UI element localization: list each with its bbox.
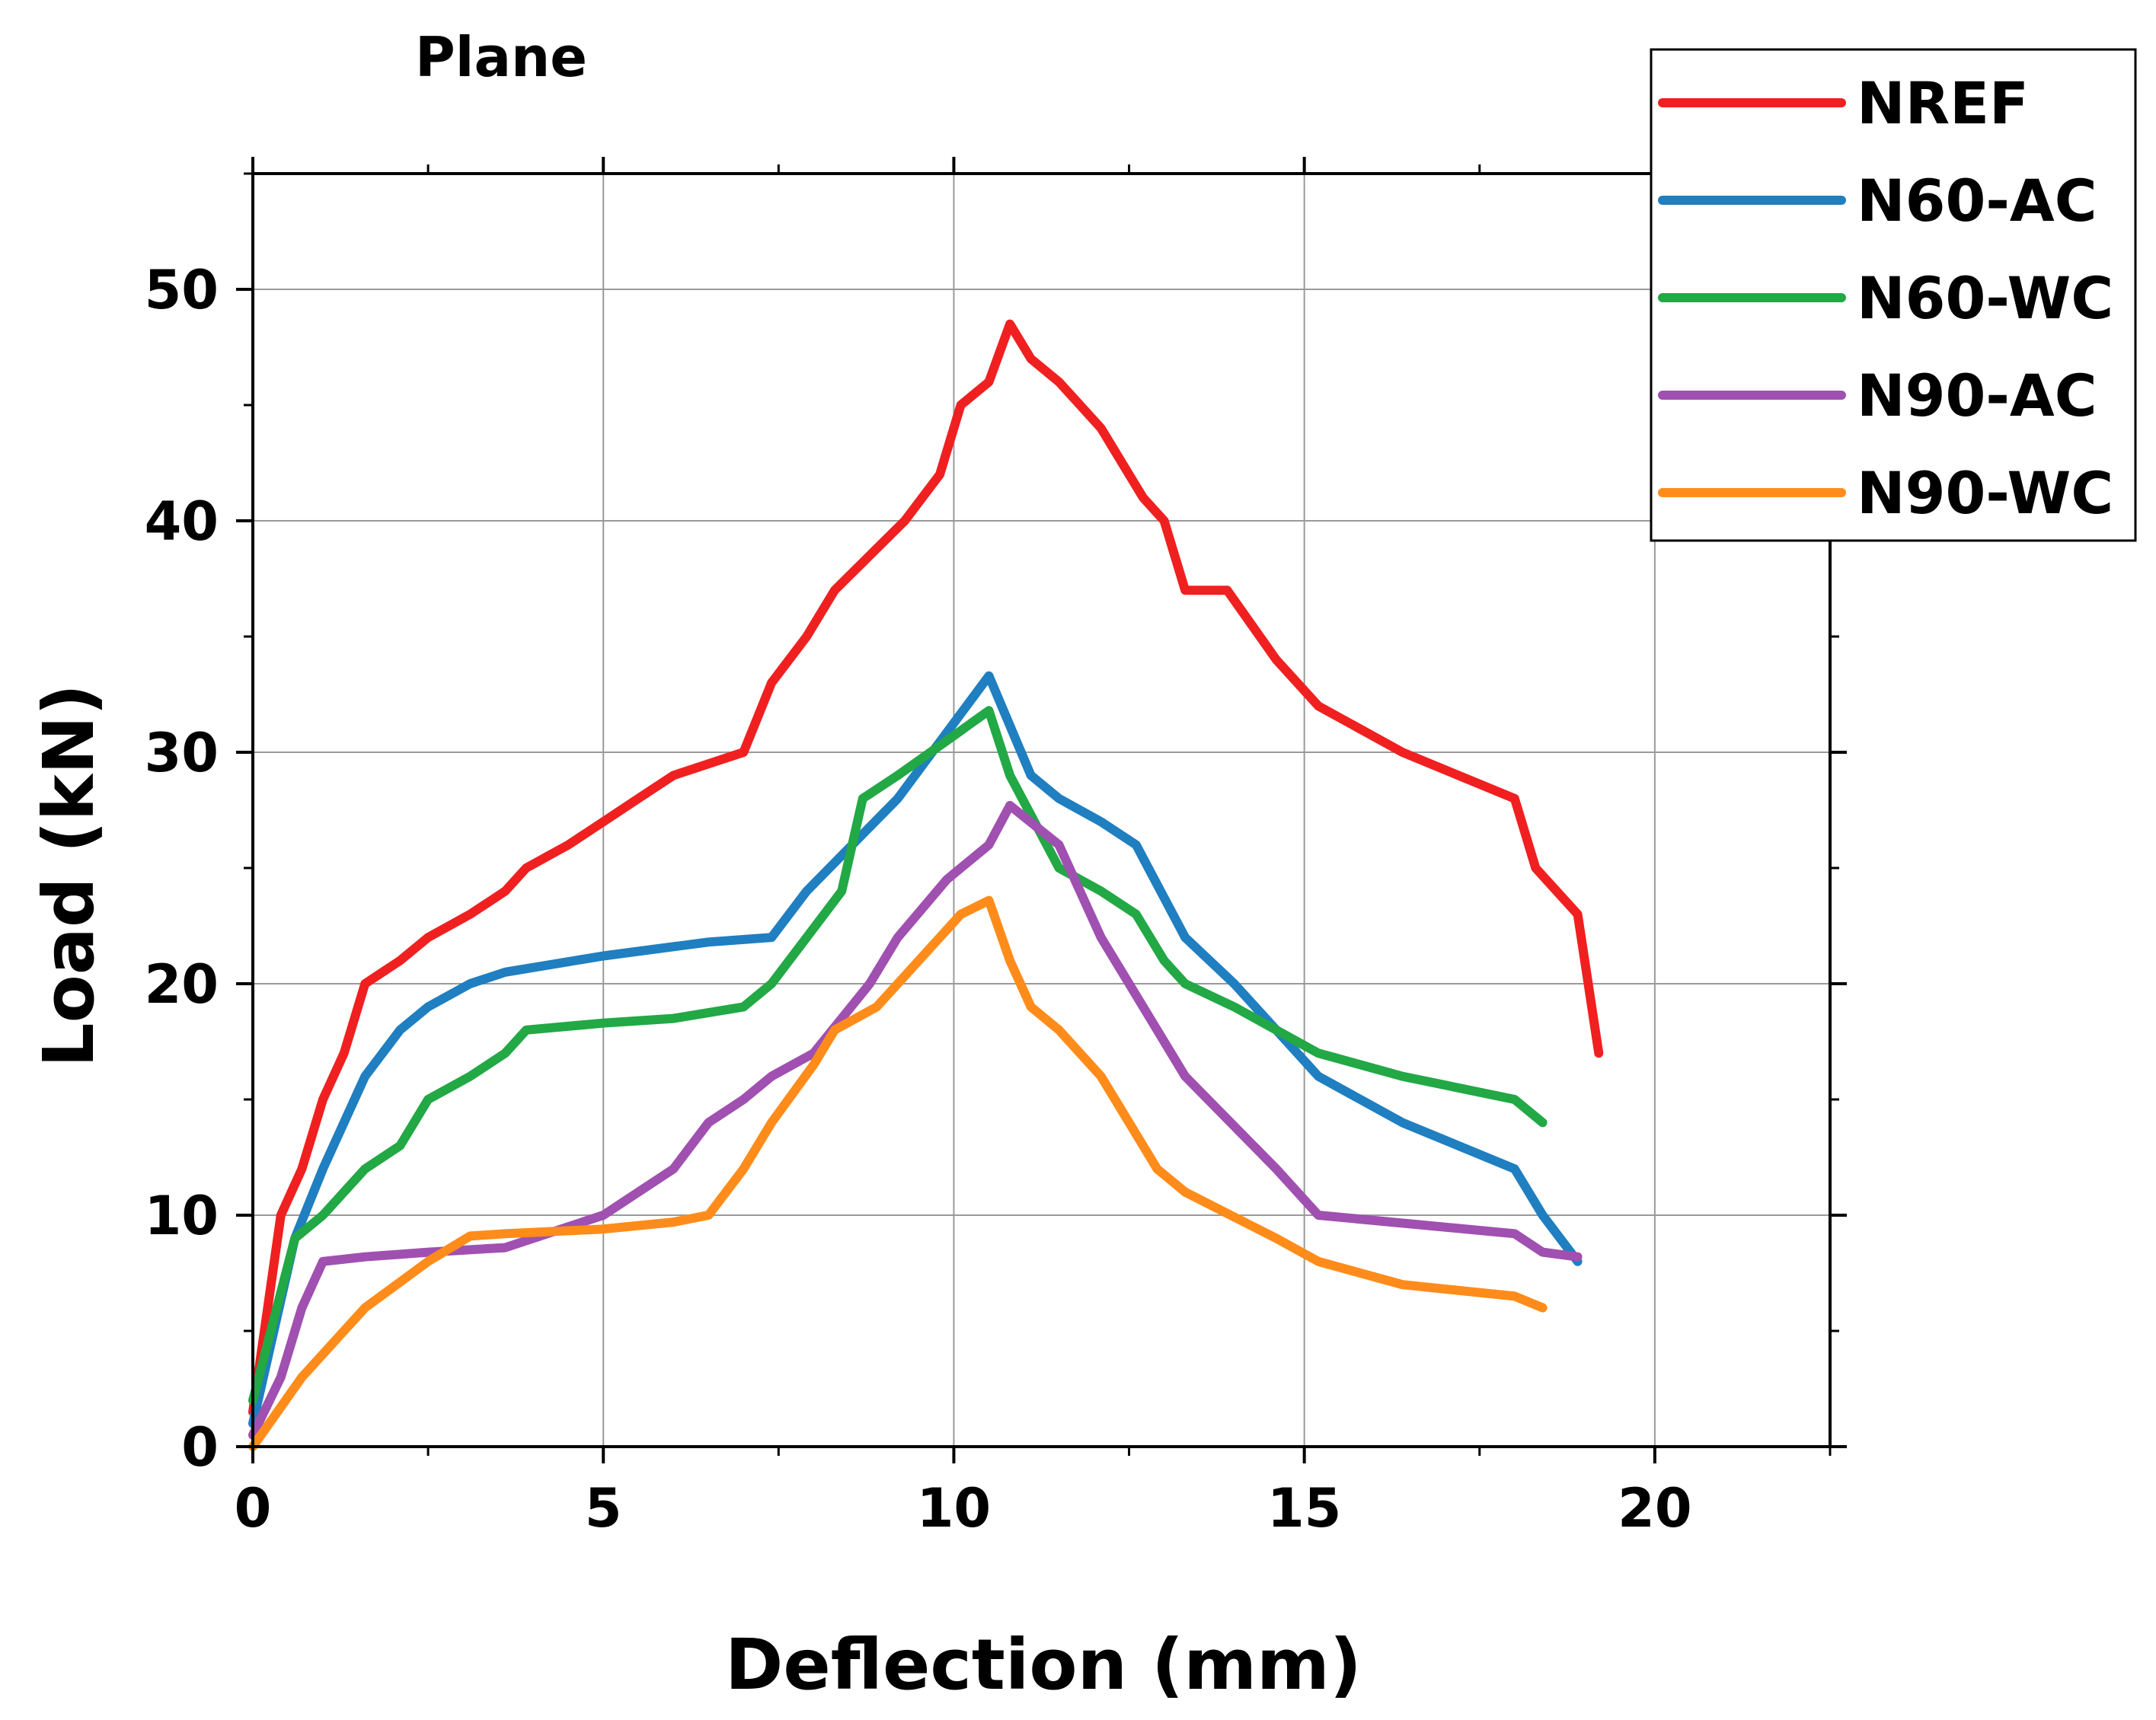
y-tick-label: 0 xyxy=(181,1416,219,1479)
x-tick-label: 0 xyxy=(235,1477,272,1540)
legend-label-n90-ac: N90-AC xyxy=(1857,362,2097,429)
grid-lines xyxy=(253,174,1830,1447)
y-tick-label: 30 xyxy=(145,722,219,784)
series-line-n60-wc xyxy=(248,706,1548,1406)
y-tick-label: 40 xyxy=(145,490,219,553)
chart-title: Plane xyxy=(415,25,587,89)
plot-frame xyxy=(251,172,1832,1448)
legend-label-n90-wc: N90-WC xyxy=(1857,459,2113,527)
x-tick-label: 20 xyxy=(1618,1477,1691,1540)
legend-label-n60-ac: N60-AC xyxy=(1857,167,2097,235)
x-tick-label: 10 xyxy=(917,1477,991,1540)
legend: NREF N60-AC N60-WC N90-AC N90-WC xyxy=(1650,48,2137,542)
y-tick-label: 10 xyxy=(145,1185,219,1247)
series-line-n90-ac xyxy=(248,800,1583,1440)
series-lines xyxy=(248,319,1604,1451)
legend-label-nref: NREF xyxy=(1857,69,2029,137)
series-line-n90-wc xyxy=(248,895,1548,1451)
y-axis-title: Load (kN) xyxy=(28,684,110,1067)
x-tick-label: 15 xyxy=(1267,1477,1341,1540)
plot-area: 0 5 10 15 20 0 10 20 30 40 50 xyxy=(145,157,1847,1540)
y-tick-label: 50 xyxy=(145,259,219,321)
legend-label-n60-wc: N60-WC xyxy=(1857,264,2113,332)
x-axis-title: Deflection (mm) xyxy=(725,1624,1362,1706)
x-tick-label: 5 xyxy=(585,1477,622,1540)
y-tick-label: 20 xyxy=(145,953,219,1016)
axis-ticks: 0 5 10 15 20 0 10 20 30 40 50 xyxy=(145,157,1847,1540)
series-line-n60-ac xyxy=(248,671,1583,1428)
series-line-nref xyxy=(248,319,1604,1417)
